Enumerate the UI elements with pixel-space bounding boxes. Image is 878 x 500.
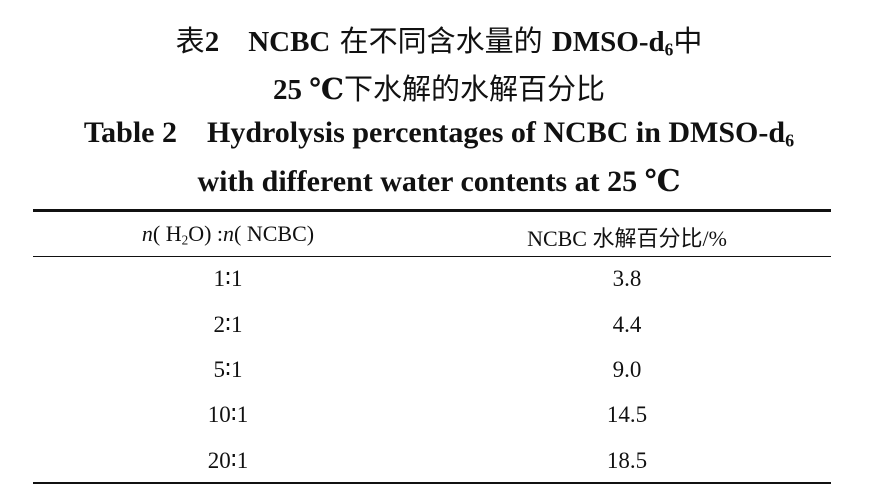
table-cell-ratio: 5∶1 bbox=[213, 357, 243, 382]
caption-cn-temperature: 25 ℃ bbox=[272, 74, 344, 106]
header-h-sub: 2 bbox=[181, 232, 189, 248]
caption-en-line1: Table 2 Hydrolysis percentages of NCBC i… bbox=[0, 116, 878, 150]
table-cell-percent: 3.8 bbox=[612, 266, 642, 291]
table-cell-ratio: 1∶1 bbox=[213, 266, 243, 291]
header-h-part: ( H bbox=[152, 221, 182, 246]
table-cell-ratio: 2∶1 bbox=[213, 312, 243, 337]
header-n-symbol: n bbox=[141, 221, 153, 246]
table-top-rule bbox=[33, 209, 831, 212]
caption-en-label: Table 2 bbox=[83, 116, 177, 149]
table-cell-percent: 14.5 bbox=[606, 402, 648, 427]
caption-cn-label: 表 bbox=[175, 24, 205, 58]
caption-cn-solvent-sub: 6 bbox=[664, 39, 674, 60]
caption-cn-compound: NCBC bbox=[248, 26, 331, 58]
caption-cn-solvent: DMSO-d bbox=[551, 26, 665, 58]
caption-en-text-a: Hydrolysis percentages of NCBC in DMSO-d bbox=[207, 116, 786, 149]
table-cell-percent: 18.5 bbox=[606, 448, 648, 473]
header-ratio: n( H2O) :n( NCBC) bbox=[33, 221, 423, 247]
table-cell-ratio: 10∶1 bbox=[207, 402, 249, 427]
caption-cn-text-c: 下水解的水解百分比 bbox=[343, 72, 605, 106]
table-cell-ratio: 20∶1 bbox=[207, 448, 249, 473]
table-cell-percent: 4.4 bbox=[612, 312, 642, 337]
caption-cn-number: 2 bbox=[204, 26, 220, 58]
caption-cn-text-a: 在不同含水量的 bbox=[339, 24, 543, 58]
caption-cn-line2: 25 ℃下水解的水解百分比 bbox=[0, 66, 878, 108]
caption-en-line2: with different water contents at 25 ℃ bbox=[0, 164, 878, 199]
caption-en-sub: 6 bbox=[785, 130, 795, 151]
table-cell-percent: 9.0 bbox=[612, 357, 642, 382]
header-n-symbol-2: n bbox=[223, 221, 235, 246]
header-percent: NCBC 水解百分比/% bbox=[527, 226, 727, 251]
caption-cn-line1: 表2 NCBC 在不同含水量的 DMSO-d6中 bbox=[0, 18, 878, 60]
table-bottom-rule bbox=[33, 482, 831, 484]
table-header-rule bbox=[33, 256, 831, 257]
header-o-part: O) : bbox=[188, 221, 224, 246]
caption-cn-text-b: 中 bbox=[673, 24, 703, 58]
caption-en-text-b: with different water contents at 25 ℃ bbox=[197, 165, 681, 198]
header-ncbc-part: ( NCBC) bbox=[234, 221, 315, 246]
